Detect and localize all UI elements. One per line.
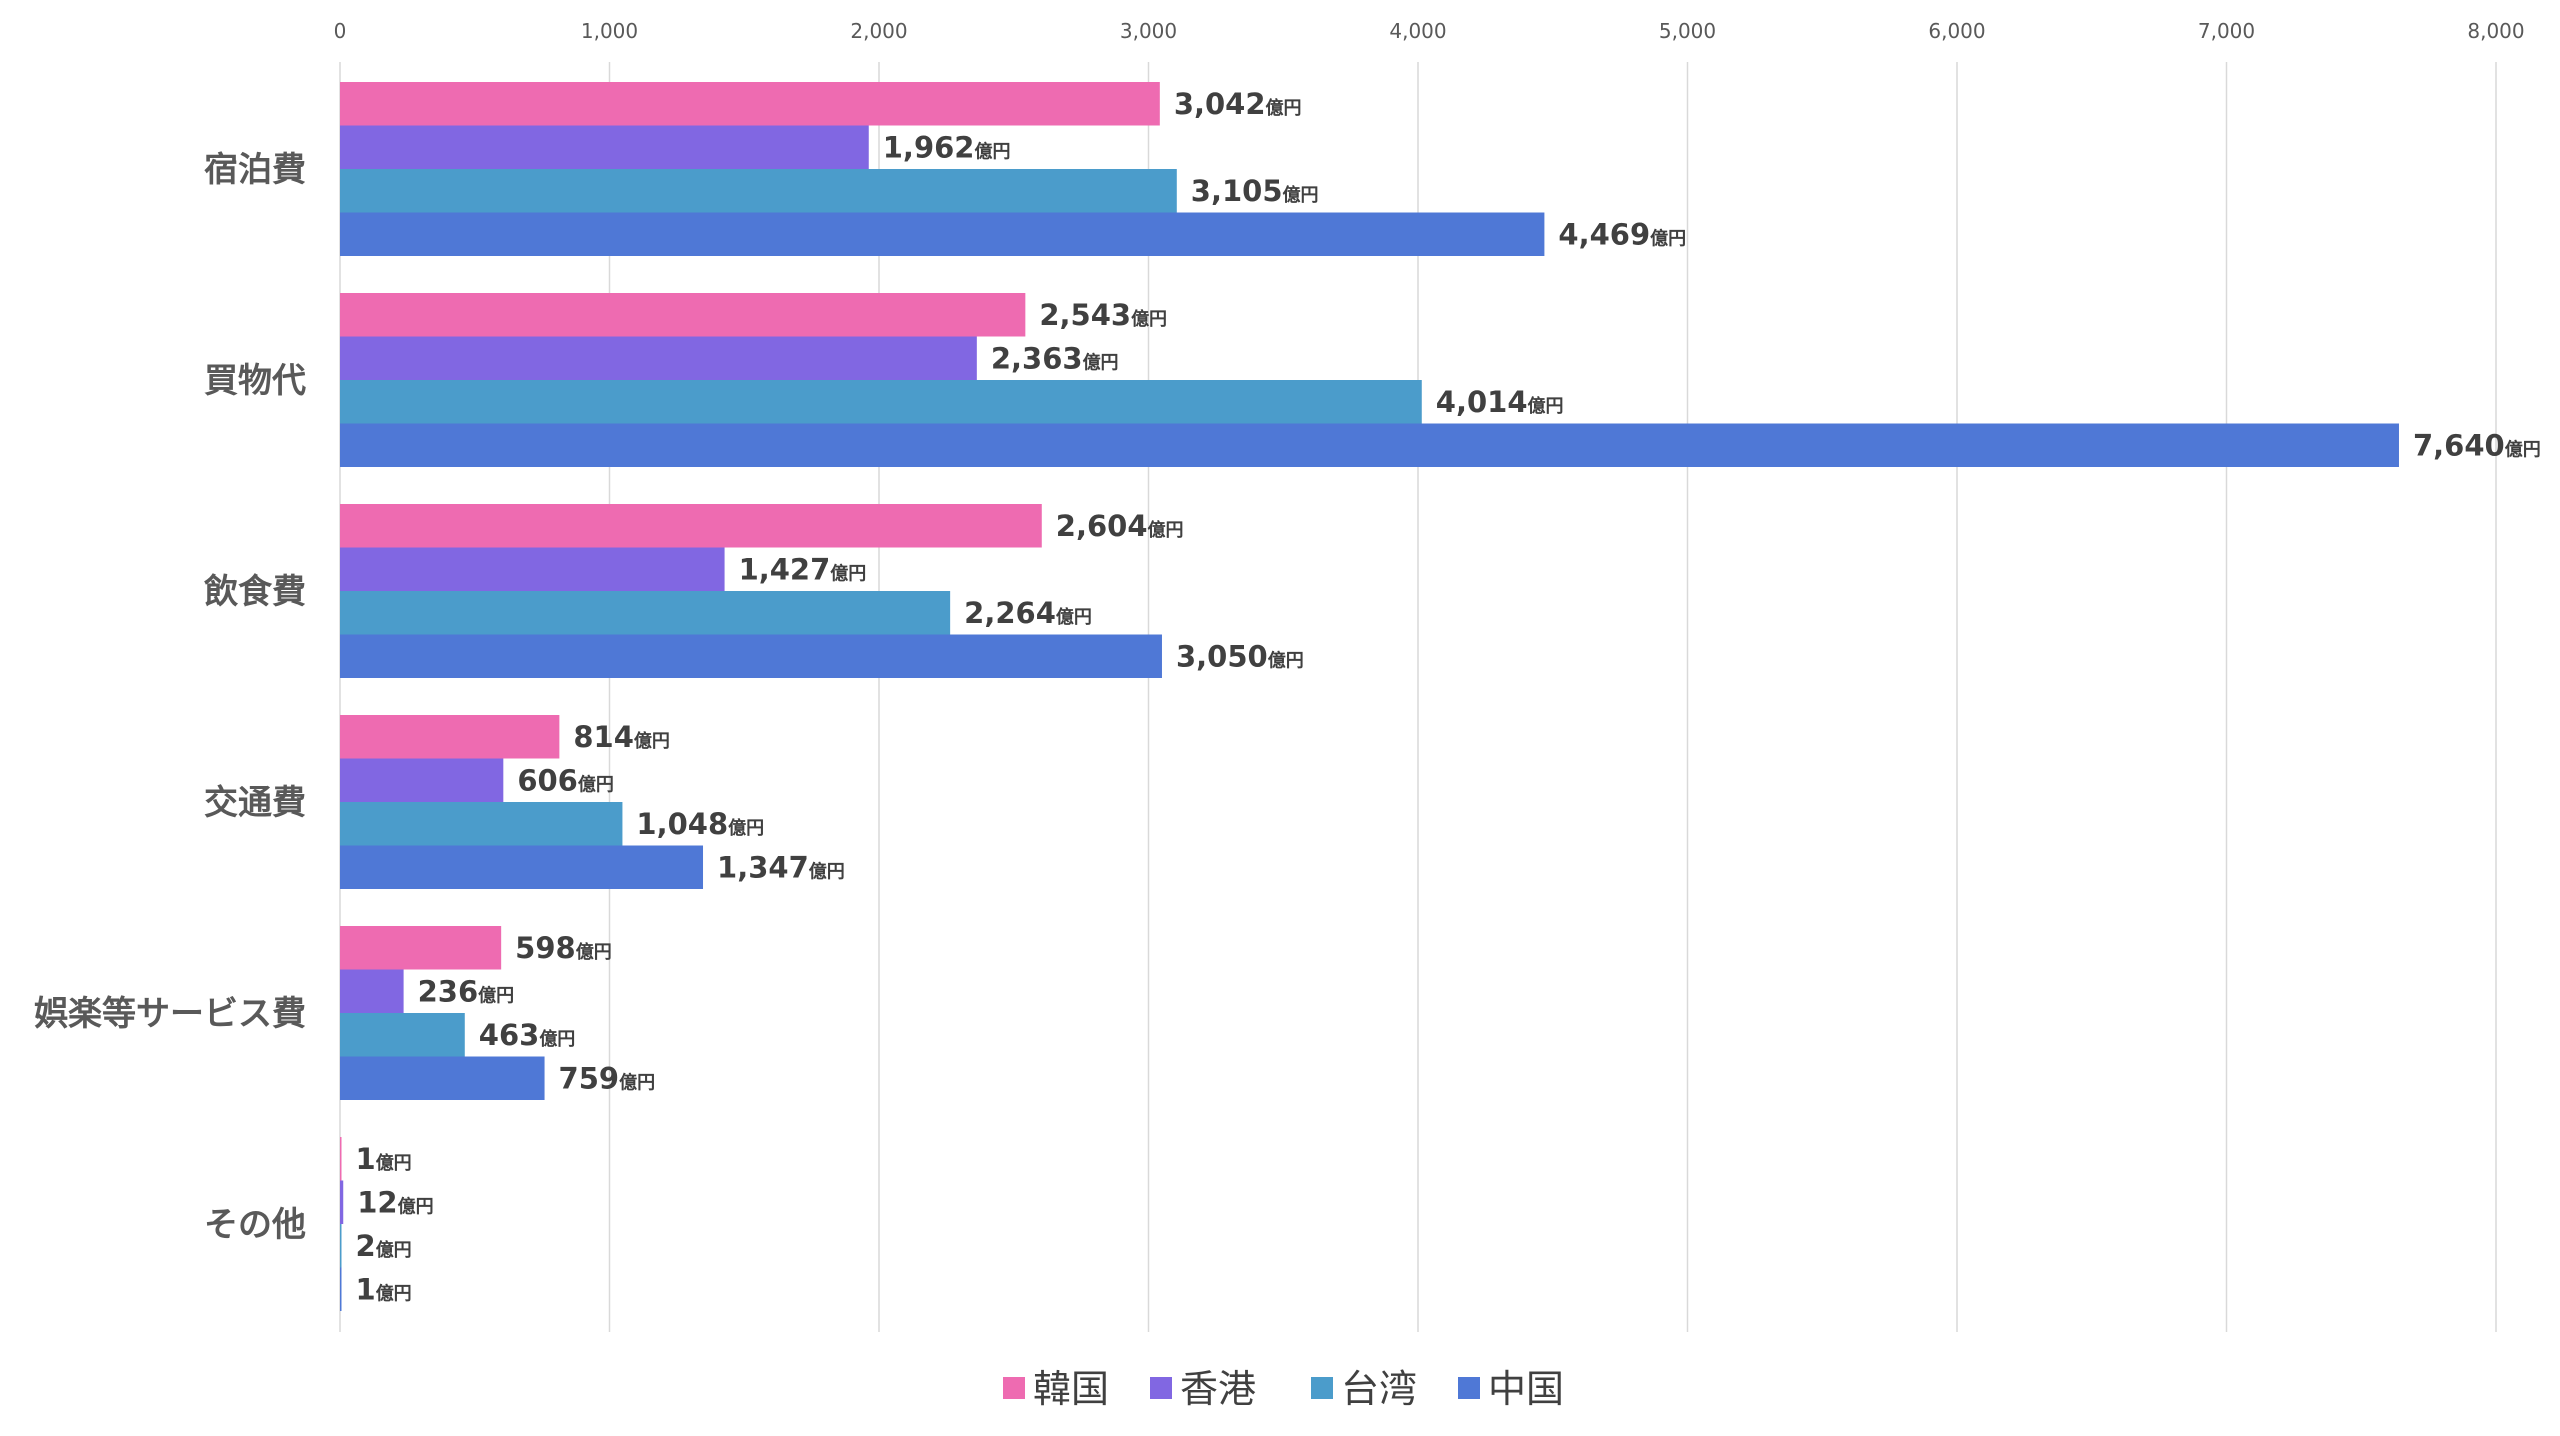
bar <box>340 634 1162 678</box>
x-tick-label: 3,000 <box>1120 19 1177 43</box>
x-tick-label: 7,000 <box>2198 19 2255 43</box>
bar <box>340 169 1177 213</box>
data-label: 1,427億円 <box>739 552 867 586</box>
data-label: 1,962億円 <box>883 130 1011 164</box>
data-labels: 3,042億円 1,962億円 3,105億円 4,469億円 2,543億円 2,363… <box>356 87 2541 1307</box>
x-tick-label: 4,000 <box>1389 19 1446 43</box>
data-label: 2,543億円 <box>1039 298 1167 332</box>
legend: 韓国 香港 台湾 中国 <box>1003 1367 1564 1411</box>
data-label: 759億円 <box>559 1061 656 1095</box>
x-tick-label: 1,000 <box>581 19 638 43</box>
data-label: 2,604億円 <box>1056 509 1184 543</box>
bar <box>340 293 1026 337</box>
data-label: 2億円 <box>356 1229 412 1263</box>
data-label: 236億円 <box>418 974 515 1008</box>
data-label: 606億円 <box>517 763 614 797</box>
legend-label: 台湾 <box>1341 1367 1417 1411</box>
bar <box>340 1180 344 1224</box>
bar <box>340 1267 342 1311</box>
bar <box>340 504 1042 548</box>
x-tick-label: 2,000 <box>850 19 907 43</box>
bar <box>340 423 2399 467</box>
bar <box>340 212 1545 256</box>
data-label: 3,105億円 <box>1191 174 1319 208</box>
bar <box>340 125 869 169</box>
data-label: 3,042億円 <box>1174 87 1302 121</box>
legend-swatch <box>1458 1377 1480 1399</box>
bar <box>340 926 502 970</box>
x-tick-label: 0 <box>334 19 347 43</box>
category-label: その他 <box>204 1205 306 1245</box>
bar <box>340 758 504 802</box>
bar <box>340 969 404 1013</box>
legend-swatch <box>1003 1377 1025 1399</box>
x-axis-ticks: 0 1,000 2,000 3,000 4,000 5,000 6,000 7,000 8,00… <box>334 19 2525 43</box>
bar <box>340 591 951 635</box>
bar <box>340 1137 342 1181</box>
bar <box>340 1056 545 1100</box>
data-label: 1億円 <box>356 1142 412 1176</box>
x-tick-label: 8,000 <box>2467 19 2524 43</box>
x-tick-label: 6,000 <box>1928 19 1985 43</box>
data-label: 2,363億円 <box>991 341 1119 375</box>
legend-label: 香港 <box>1180 1367 1256 1411</box>
gridlines <box>339 62 2497 1332</box>
legend-label: 中国 <box>1488 1367 1564 1411</box>
data-label: 2,264億円 <box>964 596 1092 630</box>
bar <box>340 380 1422 424</box>
category-label: 宿泊費 <box>204 150 306 190</box>
bar <box>340 1224 342 1268</box>
legend-swatch <box>1150 1377 1172 1399</box>
data-label: 598億円 <box>515 931 612 965</box>
data-label: 4,469億円 <box>1558 217 1686 251</box>
category-label: 買物代 <box>204 361 306 401</box>
bar <box>340 715 560 759</box>
data-label: 1,048億円 <box>636 807 764 841</box>
legend-swatch <box>1311 1377 1333 1399</box>
bar <box>340 82 1160 126</box>
data-label: 3,050億円 <box>1176 639 1304 673</box>
data-label: 1億円 <box>356 1272 412 1306</box>
bar <box>340 547 725 591</box>
bar <box>340 802 623 846</box>
data-label: 814億円 <box>573 720 670 754</box>
data-label: 463億円 <box>479 1018 576 1052</box>
category-label: 飲食費 <box>204 572 306 612</box>
bar <box>340 1013 465 1057</box>
legend-label: 韓国 <box>1033 1367 1109 1411</box>
bar <box>340 336 977 380</box>
data-label: 4,014億円 <box>1436 385 1564 419</box>
x-tick-label: 5,000 <box>1659 19 1716 43</box>
data-label: 1,347億円 <box>717 850 845 884</box>
data-label: 12億円 <box>357 1185 433 1219</box>
bars <box>340 82 2399 1311</box>
category-label: 交通費 <box>204 783 306 823</box>
bar <box>340 845 704 889</box>
data-label: 7,640億円 <box>2413 428 2541 462</box>
category-label: 娯楽等サービス費 <box>34 994 306 1034</box>
